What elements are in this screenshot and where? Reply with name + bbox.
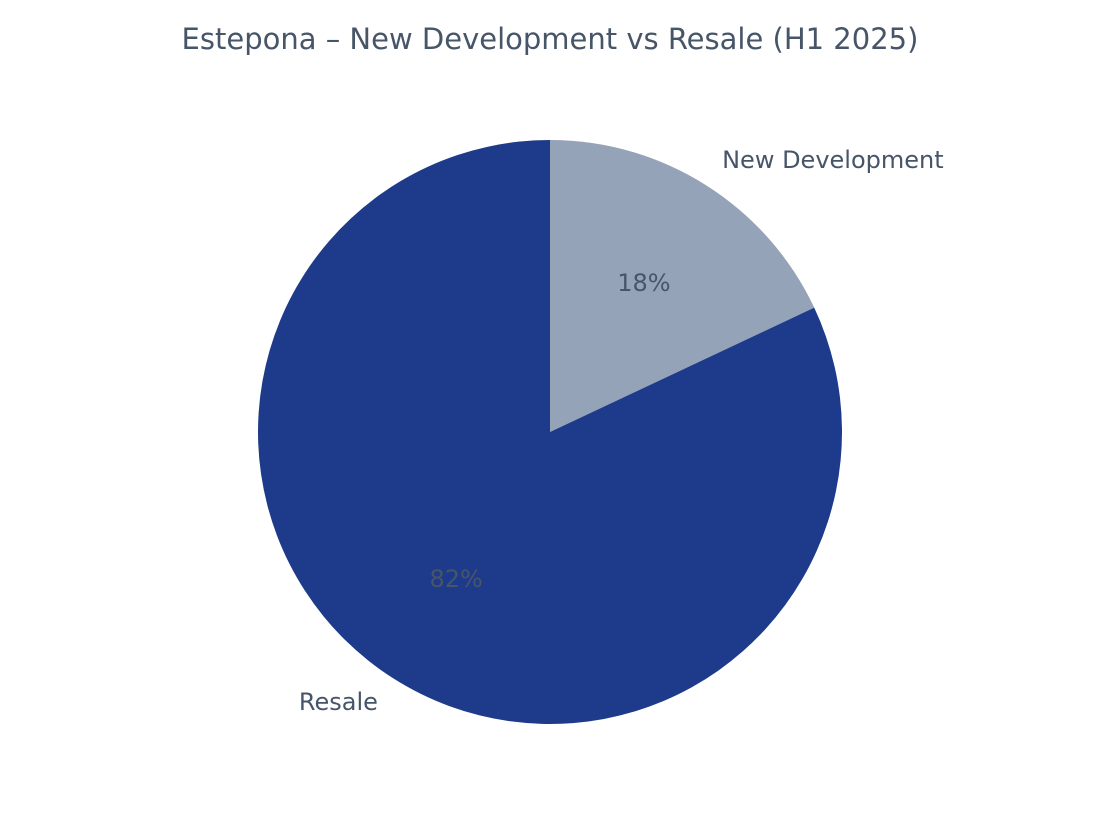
pie-slice (257, 140, 842, 724)
value-label: 82% (429, 565, 482, 593)
slice-label: Resale (299, 688, 378, 716)
pie-slice (550, 140, 815, 432)
chart-title: Estepona – New Development vs Resale (H1… (182, 22, 919, 56)
slice-label: New Development (722, 146, 944, 174)
value-label: 18% (617, 269, 670, 297)
